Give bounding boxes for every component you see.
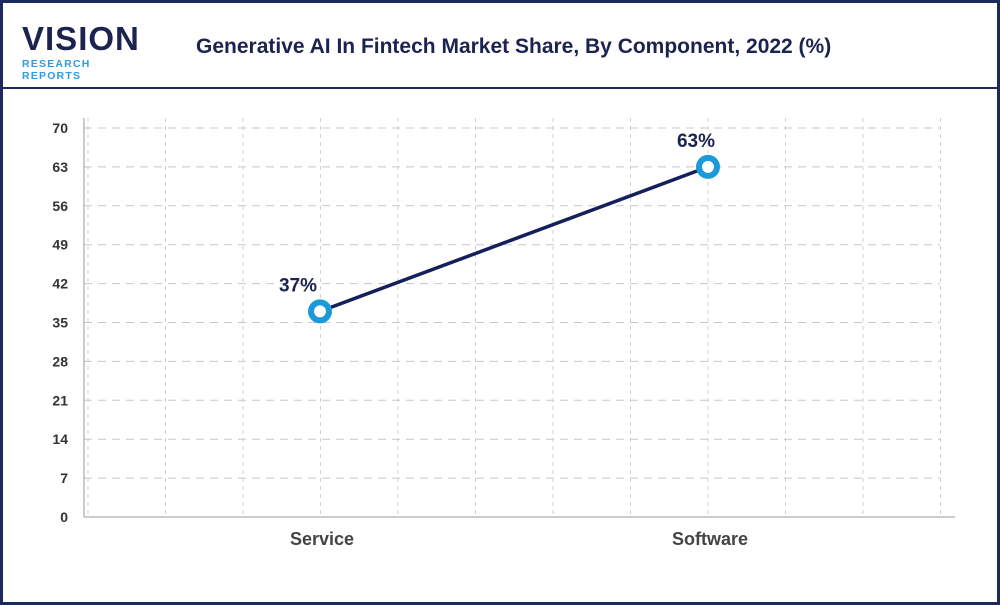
vision-logo: VISION RESEARCH REPORTS [22,20,152,83]
y-tick-label: 49 [52,237,68,253]
series-line [319,165,709,314]
y-tick-label: 28 [52,353,68,369]
logo-sub: RESEARCH REPORTS [22,58,91,82]
y-tick-label: 35 [52,315,68,331]
data-point-marker [308,299,332,324]
y-tick-label: 56 [52,198,68,214]
y-tick-label: 14 [52,431,68,447]
chart-title: Generative AI In Fintech Market Share, B… [196,35,832,58]
y-tick-label: 21 [52,392,68,408]
logo-main: VISION [22,20,140,57]
x-tick-label: Software [672,529,748,549]
y-tick-label: 42 [52,276,68,292]
data-label: 37% [279,275,317,296]
y-tick-label: 7 [60,470,68,486]
header-divider [3,87,997,89]
y-tick-label: 0 [60,509,68,525]
y-tick-label: 63 [52,159,68,175]
x-tick-label: Service [290,529,354,549]
data-label: 63% [677,131,715,152]
data-point-marker [696,154,720,179]
y-tick-label: 70 [52,120,68,136]
